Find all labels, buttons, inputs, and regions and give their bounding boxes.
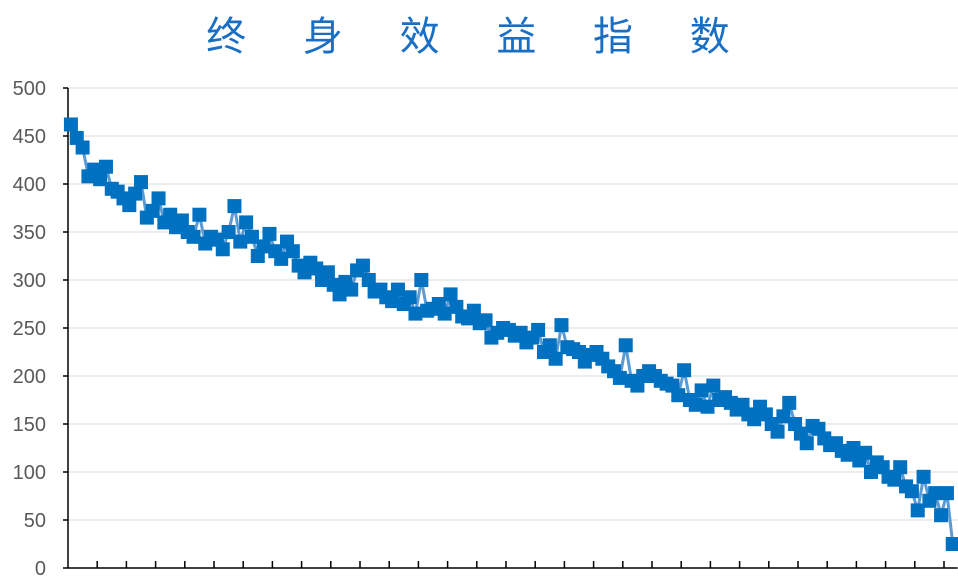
data-point: [221, 225, 236, 239]
data-point: [309, 261, 324, 276]
data-point: [618, 338, 633, 353]
data-point: [688, 397, 703, 412]
data-point: [274, 251, 289, 266]
y-tick-label: 300: [13, 270, 46, 292]
data-point: [887, 472, 902, 487]
data-point: [928, 486, 943, 501]
y-tick-label: 450: [13, 126, 46, 148]
data-point: [858, 445, 873, 460]
data-point: [215, 242, 230, 257]
data-point: [174, 213, 189, 228]
data-point: [227, 199, 242, 214]
data-point: [747, 412, 762, 427]
data-point: [361, 273, 376, 287]
data-point: [437, 306, 452, 321]
data-point: [782, 395, 797, 410]
data-point: [75, 140, 90, 155]
data-point: [390, 282, 405, 297]
y-tick-label: 350: [13, 222, 46, 244]
data-point: [63, 117, 78, 132]
data-point: [799, 436, 814, 451]
data-point: [186, 229, 201, 244]
data-point: [163, 207, 178, 222]
data-point: [192, 207, 207, 222]
data-point: [846, 441, 861, 455]
data-point: [671, 388, 686, 403]
data-point: [916, 469, 931, 484]
data-point: [554, 318, 569, 333]
chart-title: 终 身 效 益 指 数: [206, 14, 752, 60]
data-point: [134, 175, 148, 190]
y-tick-label: 100: [13, 462, 46, 484]
data-point: [443, 287, 458, 302]
data-point: [531, 322, 546, 337]
y-tick-label: 400: [13, 174, 46, 196]
data-point: [93, 172, 108, 187]
data-point: [145, 203, 160, 218]
data-point: [355, 258, 370, 273]
data-point: [414, 273, 429, 287]
data-point: [262, 226, 277, 241]
data-point: [700, 399, 715, 414]
y-tick-label: 150: [13, 414, 46, 436]
y-tick-label: 0: [35, 558, 46, 580]
y-tick-label: 250: [13, 318, 46, 340]
data-point: [939, 486, 954, 501]
data-point: [98, 159, 113, 174]
data-point: [233, 234, 248, 249]
data-point: [332, 287, 347, 302]
y-tick-label: 50: [24, 510, 46, 532]
data-point: [244, 229, 259, 244]
y-tick-label: 200: [13, 366, 46, 388]
data-point: [770, 424, 785, 439]
y-tick-label: 500: [13, 78, 46, 100]
data-point: [478, 313, 493, 328]
data-point: [694, 383, 709, 398]
data-point: [256, 239, 271, 254]
data-point: [945, 537, 958, 551]
data-point: [402, 290, 417, 305]
data-point: [910, 503, 925, 518]
data-point: [151, 191, 166, 206]
data-point: [893, 460, 908, 475]
data-point: [466, 303, 481, 318]
data-point: [677, 363, 692, 378]
data-point: [612, 370, 627, 385]
data-point: [385, 294, 400, 309]
data-point: [776, 409, 791, 424]
data-point: [904, 484, 919, 499]
data-point: [706, 378, 721, 393]
data-point: [122, 198, 137, 213]
data-point: [548, 351, 563, 366]
data-point: [285, 244, 300, 259]
data-point: [128, 186, 143, 201]
data-point: [239, 215, 254, 230]
data-point: [542, 338, 557, 353]
data-point: [320, 265, 335, 280]
data-point: [408, 306, 423, 321]
data-point: [934, 508, 949, 523]
data-point: [344, 282, 359, 297]
